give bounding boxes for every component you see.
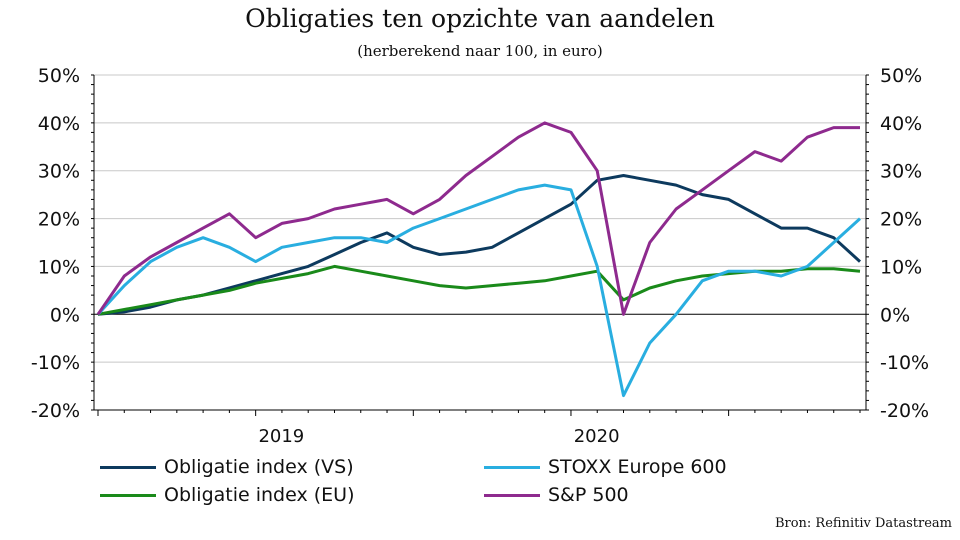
source-note: Bron: Refinitiv Datastream: [774, 516, 952, 531]
y-tick-label-right: 50%: [880, 65, 922, 87]
legend-label-obligatie-vs: Obligatie index (VS): [164, 456, 354, 478]
legend-label-obligatie-eu: Obligatie index (EU): [164, 484, 355, 506]
y-tick-label-right: 20%: [880, 209, 922, 231]
y-tick-label-right: 10%: [880, 256, 922, 278]
y-tick-label-right: -10%: [880, 352, 929, 374]
x-tick-label: 2019: [258, 426, 304, 447]
series-line-0: [97, 174, 862, 316]
y-tick-label-left: 10%: [38, 256, 80, 278]
y-tick-label-left: 0%: [50, 304, 80, 326]
legend-item-sp500: S&P 500: [484, 484, 629, 506]
legend-item-obligatie-vs: Obligatie index (VS): [100, 456, 354, 478]
legend-swatch-stoxx: [484, 465, 540, 469]
series-line-1: [97, 264, 861, 316]
legend-swatch-sp500: [484, 493, 540, 497]
y-tick-label-left: -10%: [31, 352, 80, 374]
series-line-2: [96, 183, 862, 398]
chart-subtitle: (herberekend naar 100, in euro): [357, 42, 603, 60]
legend-item-obligatie-eu: Obligatie index (EU): [100, 484, 355, 506]
line-chart: 50% 50% 40% 40% 30% 30% 20% 20% 10% 10% 0% 0% -10% -1…: [31, 65, 929, 447]
legend: Obligatie index (VS) Obligatie index (EU…: [100, 456, 860, 516]
x-tick-label: 2020: [574, 426, 620, 447]
y-tick-label-left: 40%: [38, 113, 80, 135]
series-line-3: [96, 121, 860, 316]
legend-label-sp500: S&P 500: [548, 484, 629, 506]
y-tick-label-left: 50%: [38, 65, 80, 87]
legend-swatch-obligatie-vs: [100, 465, 156, 469]
y-tick-label-right: 40%: [880, 113, 922, 135]
chart-title: Obligaties ten opzichte van aandelen: [245, 4, 715, 33]
y-tick-label-left: -20%: [31, 400, 80, 422]
legend-swatch-obligatie-eu: [100, 493, 156, 497]
legend-label-stoxx: STOXX Europe 600: [548, 456, 727, 478]
y-tick-label-left: 30%: [38, 161, 80, 183]
y-tick-label-right: 30%: [880, 161, 922, 183]
legend-item-stoxx: STOXX Europe 600: [484, 456, 727, 478]
y-tick-label-right: -20%: [880, 400, 929, 422]
y-tick-label-right: 0%: [880, 304, 910, 326]
y-tick-label-left: 20%: [38, 209, 80, 231]
